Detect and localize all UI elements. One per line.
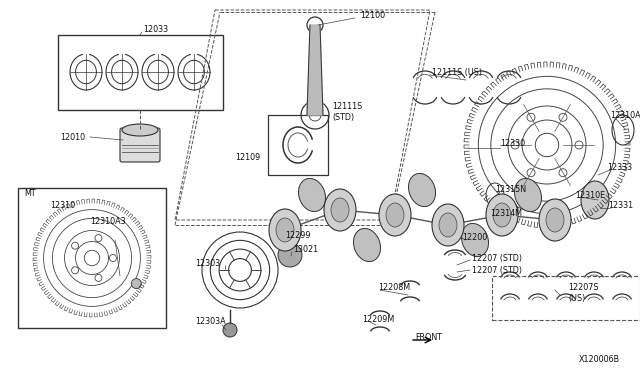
Bar bbox=[18, 188, 166, 328]
Text: 12299: 12299 bbox=[285, 231, 310, 240]
Text: 12310A: 12310A bbox=[610, 110, 640, 119]
Ellipse shape bbox=[408, 173, 436, 206]
Ellipse shape bbox=[461, 224, 488, 257]
Text: 12111S (US): 12111S (US) bbox=[432, 67, 482, 77]
Text: 12207 (STD): 12207 (STD) bbox=[472, 266, 522, 275]
Ellipse shape bbox=[581, 181, 609, 219]
Ellipse shape bbox=[386, 203, 404, 227]
Ellipse shape bbox=[493, 203, 511, 227]
Ellipse shape bbox=[539, 199, 571, 241]
Bar bbox=[268, 115, 328, 175]
Text: MT: MT bbox=[24, 189, 36, 199]
Text: 12111S
(STD): 12111S (STD) bbox=[332, 102, 362, 122]
Text: 12209M: 12209M bbox=[362, 315, 394, 324]
Ellipse shape bbox=[439, 213, 457, 237]
Text: 12303: 12303 bbox=[195, 259, 220, 267]
Text: 12314M: 12314M bbox=[490, 208, 522, 218]
Text: 12010: 12010 bbox=[60, 132, 85, 141]
Text: 12330: 12330 bbox=[500, 140, 525, 148]
Text: 12315N: 12315N bbox=[495, 185, 526, 193]
Bar bbox=[492, 276, 640, 320]
Ellipse shape bbox=[122, 124, 158, 136]
Text: 12109: 12109 bbox=[235, 154, 260, 163]
Text: 12333: 12333 bbox=[607, 164, 632, 173]
Text: 12310A3: 12310A3 bbox=[90, 218, 125, 227]
Ellipse shape bbox=[515, 179, 541, 212]
Ellipse shape bbox=[269, 209, 301, 251]
Text: 12207S
(US): 12207S (US) bbox=[568, 283, 598, 303]
Text: X120006B: X120006B bbox=[579, 356, 620, 365]
Ellipse shape bbox=[353, 228, 381, 262]
Bar bbox=[58, 35, 223, 110]
Text: 12310E: 12310E bbox=[575, 190, 605, 199]
Circle shape bbox=[131, 279, 141, 289]
Text: FRONT: FRONT bbox=[415, 334, 442, 343]
Text: 12303A: 12303A bbox=[195, 317, 226, 327]
Text: 12033: 12033 bbox=[143, 26, 168, 35]
Text: 13021: 13021 bbox=[293, 244, 318, 253]
Ellipse shape bbox=[324, 189, 356, 231]
Text: 12100: 12100 bbox=[360, 12, 385, 20]
Ellipse shape bbox=[276, 218, 294, 242]
Text: 12208M: 12208M bbox=[378, 282, 410, 292]
Text: 12207 (STD): 12207 (STD) bbox=[472, 253, 522, 263]
Ellipse shape bbox=[486, 194, 518, 236]
Text: 12331: 12331 bbox=[608, 202, 633, 211]
Circle shape bbox=[278, 243, 302, 267]
Ellipse shape bbox=[546, 208, 564, 232]
Text: 12200: 12200 bbox=[462, 234, 487, 243]
FancyBboxPatch shape bbox=[120, 128, 160, 162]
Ellipse shape bbox=[298, 179, 326, 212]
Ellipse shape bbox=[432, 204, 464, 246]
Ellipse shape bbox=[379, 194, 411, 236]
Ellipse shape bbox=[331, 198, 349, 222]
Circle shape bbox=[223, 323, 237, 337]
Text: 12310: 12310 bbox=[50, 201, 75, 209]
Polygon shape bbox=[307, 25, 323, 115]
